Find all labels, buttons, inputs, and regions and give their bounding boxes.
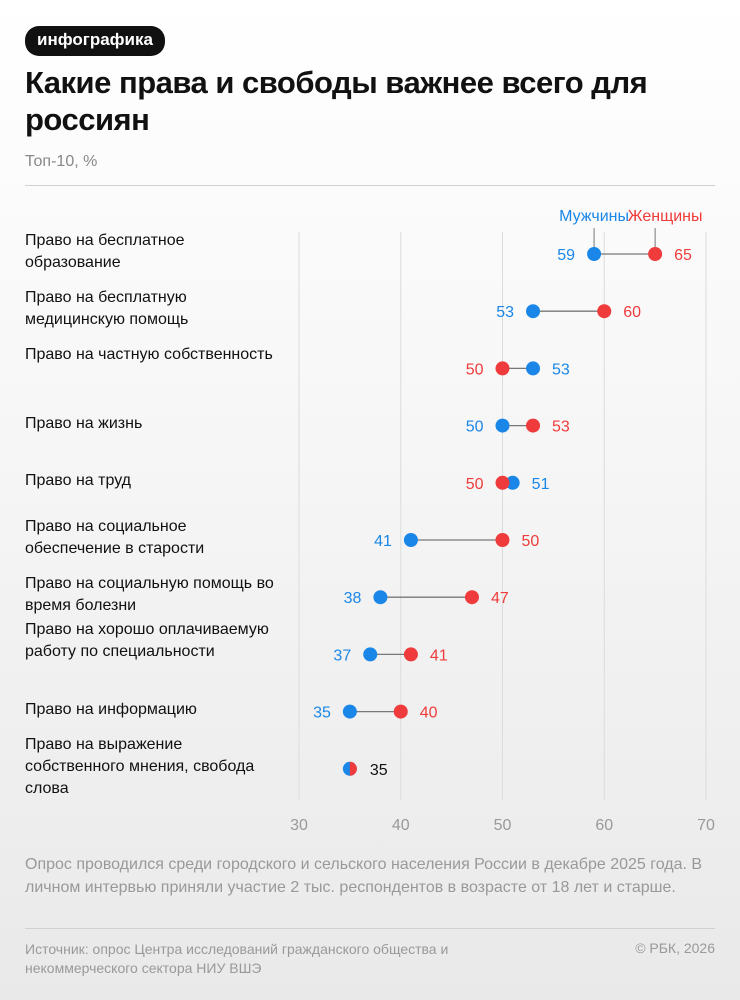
dot-women [464, 590, 479, 605]
dot-men [363, 647, 378, 662]
source: Источник: опрос Центра исследований граж… [25, 941, 449, 976]
dot-women [597, 304, 612, 319]
value-label-men: 50 [466, 419, 484, 436]
legend-women: Женщины [628, 208, 703, 225]
x-tick-label: 40 [392, 817, 410, 834]
survey-note: Опрос проводился среди городского и сель… [25, 856, 703, 896]
value-label-women: 60 [623, 304, 641, 321]
subtitle: Топ-10, % [25, 153, 98, 170]
value-label-women: 40 [420, 705, 438, 722]
value-label-women: 53 [552, 419, 570, 436]
category-label: Право на труд [25, 471, 131, 489]
category-label: Право на выражение собственного мнения, … [25, 735, 255, 797]
dot-women [393, 704, 408, 719]
x-tick-label: 60 [595, 817, 613, 834]
copyright: © РБК, 2026 [635, 940, 715, 956]
divider [25, 928, 715, 929]
dot-women [403, 647, 418, 662]
dot-women [495, 533, 510, 547]
value-label-women: 47 [491, 590, 509, 607]
divider [25, 185, 715, 186]
dot-women [648, 247, 663, 261]
value-label-men: 38 [344, 590, 362, 607]
value-label-men: 37 [333, 647, 351, 664]
dot-men [505, 475, 520, 490]
dot-men [526, 304, 541, 319]
value-label-women: 50 [466, 476, 484, 493]
dot-women [349, 761, 357, 776]
value-label-men: 41 [374, 533, 392, 550]
value-label-men: 35 [313, 705, 331, 722]
value-label-men: 53 [552, 361, 570, 378]
category-label: Право на частную собственность [25, 346, 273, 364]
category-label: Право на бесплатную медицинскую помощь [25, 289, 189, 329]
value-label-men: 59 [557, 247, 575, 264]
page-title: Какие права и свободы важнее всего для р… [25, 65, 648, 137]
legend-men: Мужчины [559, 208, 629, 225]
dot-men [342, 704, 357, 719]
category-label: Право на социальное обеспечение в старос… [25, 518, 205, 557]
value-label-women: 65 [674, 247, 692, 264]
dot-women [526, 418, 541, 433]
value-label-men: 51 [532, 476, 550, 493]
category-label: Право на жизнь [25, 414, 143, 432]
value-label-women: 41 [430, 647, 448, 664]
category-label: Право на бесплатное образование [25, 232, 185, 271]
value-label: 35 [370, 762, 388, 779]
dot-men [373, 590, 388, 605]
dot-women [495, 361, 510, 376]
value-label-women: 50 [522, 533, 540, 550]
dot-men [587, 247, 602, 261]
dot-men [495, 418, 510, 433]
x-tick-label: 70 [697, 817, 715, 834]
dot-women [495, 475, 510, 490]
value-label-men: 53 [496, 304, 514, 321]
category-label: Право на хорошо оплачиваемую работу по с… [25, 621, 269, 661]
category-label: Право на информацию [25, 700, 197, 718]
x-tick-label: 50 [494, 817, 512, 834]
infographic-badge: инфографика [25, 26, 165, 56]
category-label: Право на социальную помощь во время боле… [25, 575, 274, 615]
x-tick-label: 30 [290, 817, 308, 834]
dot-men [526, 361, 541, 376]
value-label-women: 50 [466, 361, 484, 378]
dot-men [403, 533, 418, 547]
